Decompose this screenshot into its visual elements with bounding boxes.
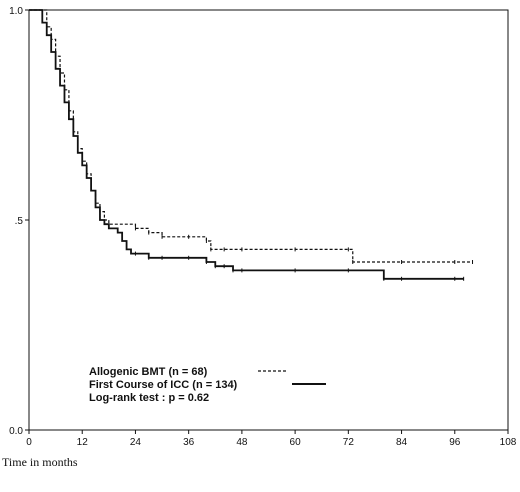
series-layer [29,9,474,281]
x-tick-label: 60 [290,437,302,448]
y-tick-label: 0.0 [9,426,23,437]
x-tick-label: 0 [26,437,32,448]
y-tick-label: 1.0 [9,6,23,17]
x-axis: 0 12 24 36 48 60 72 84 96 108 [26,430,517,448]
x-tick-label: 12 [77,437,89,448]
legend: Allogenic BMT (n = 68) First Course of I… [89,366,326,404]
series-line-1 [29,9,464,280]
x-tick-label: 108 [500,437,517,448]
x-tick-label: 24 [130,437,142,448]
x-tick-label: 48 [236,437,248,448]
legend-note: Log-rank test : p = 0.62 [89,392,209,404]
legend-label-0: Allogenic BMT (n = 68) [89,366,208,378]
y-tick-label: .5 [15,216,24,227]
x-tick-label: 84 [396,437,408,448]
series-line-0 [29,9,473,263]
y-axis: 0.0 .5 1.0 [9,6,29,437]
legend-label-1: First Course of ICC (n = 134) [89,379,238,391]
x-tick-label: 72 [343,437,355,448]
x-tick-label: 36 [183,437,195,448]
x-tick-label: 96 [449,437,461,448]
x-axis-label: Time in months [2,455,78,469]
